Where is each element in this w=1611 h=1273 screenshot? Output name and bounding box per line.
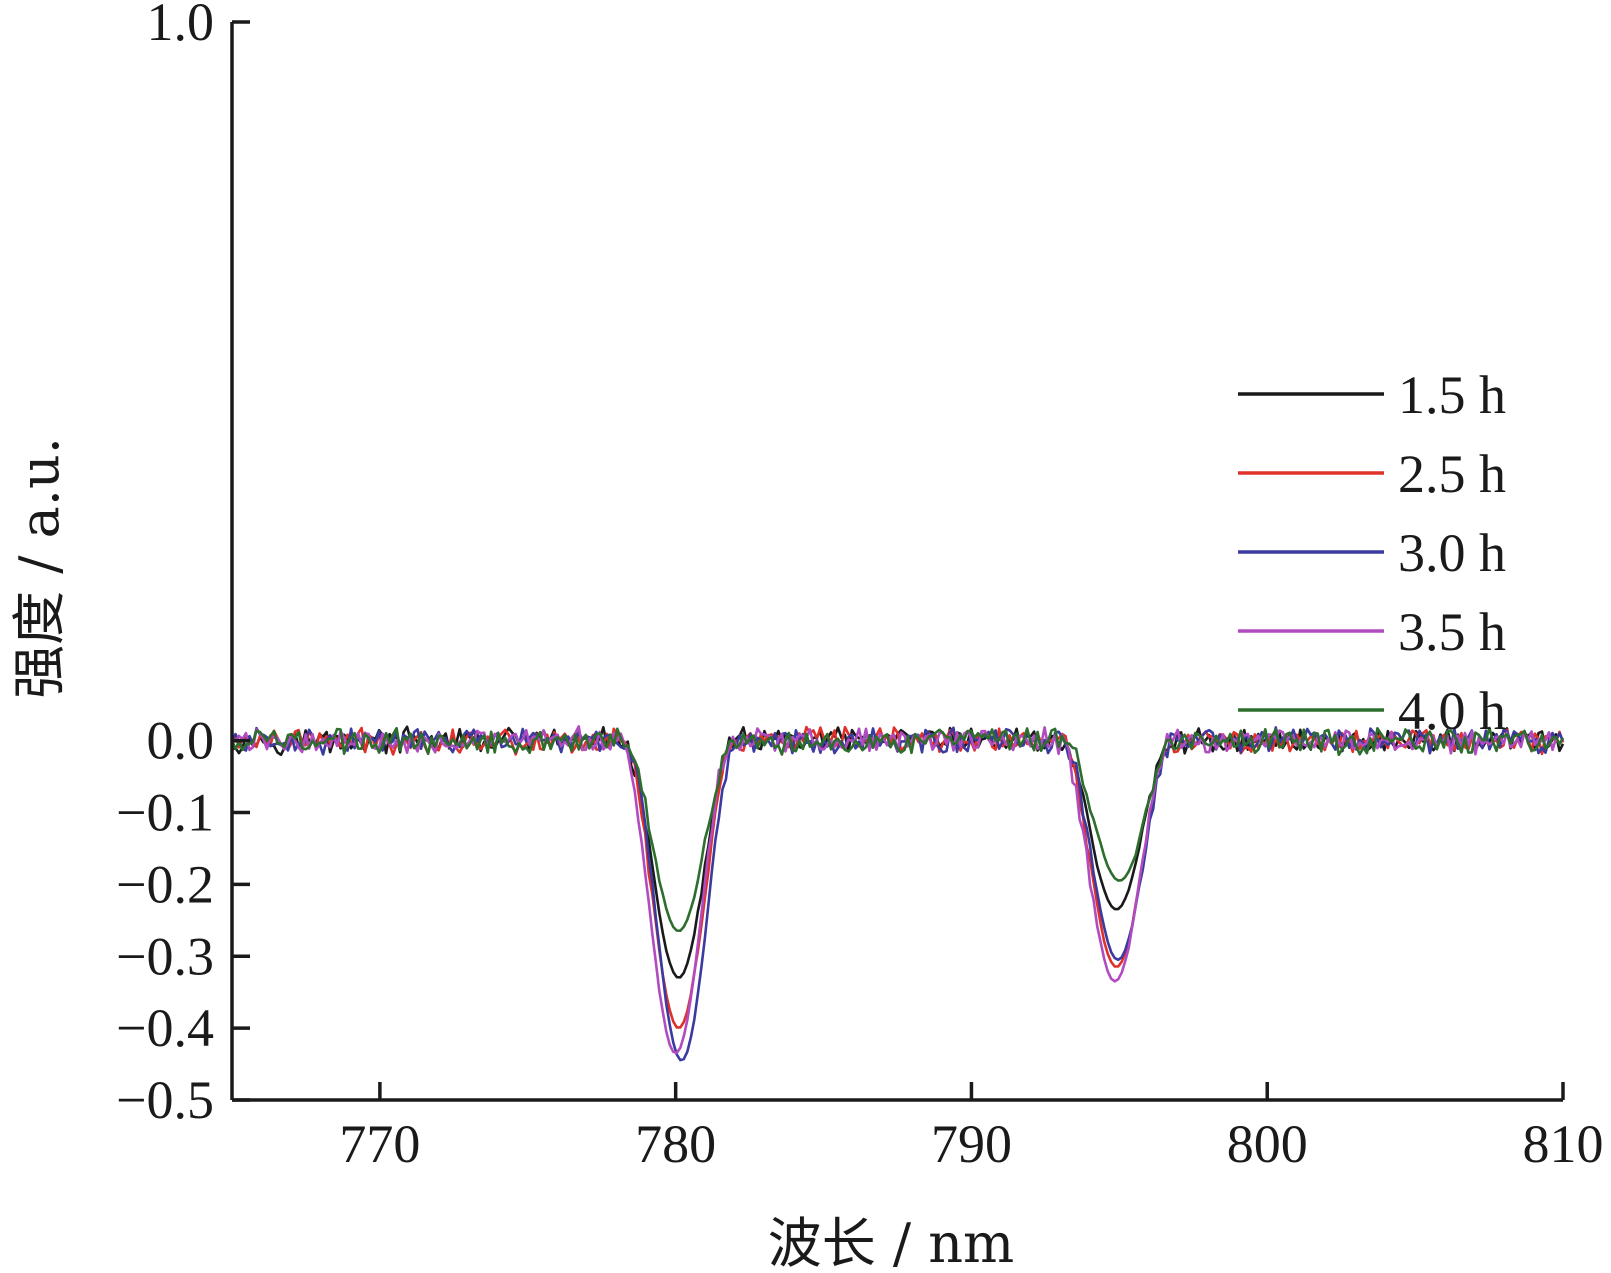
y-tick-label: −0.1 [116,783,214,843]
legend-label: 1.5 h [1398,365,1506,425]
x-tick-label: 780 [635,1114,716,1174]
series-line [231,725,1565,979]
y-tick-label: −0.2 [116,854,214,914]
x-axis-title: 波长 / nm [768,1212,1015,1273]
y-axis-title: 强度 / a.u. [8,437,71,699]
y-tick-label: −0.3 [116,926,214,986]
y-tick-label: 1.0 [147,0,215,52]
y-tick-label: −0.5 [116,1070,214,1130]
series-line [231,725,1564,1055]
legend-label: 3.0 h [1398,523,1506,583]
series-line [230,726,1565,1062]
legend-label: 4.0 h [1398,681,1506,741]
legend-label: 2.5 h [1398,444,1506,504]
x-tick-label: 770 [339,1114,420,1174]
plot-area [230,725,1565,1062]
x-tick-label: 790 [931,1114,1012,1174]
y-tick-label: 0.0 [147,711,215,771]
x-tick-label: 810 [1523,1114,1604,1174]
series-line [230,726,1565,932]
y-tick-label: −0.4 [116,998,214,1058]
series-line [230,725,1565,1029]
legend: 1.5 h 2.5 h 3.0 h 3.5 h 4.0 h [1238,365,1506,741]
x-tick-label: 800 [1227,1114,1308,1174]
legend-label: 3.5 h [1398,602,1506,662]
axes: 1.0 0.0 −0.1 −0.2 −0.3 −0.4 −0.5 770 780 790 800 81… [116,0,1603,1174]
